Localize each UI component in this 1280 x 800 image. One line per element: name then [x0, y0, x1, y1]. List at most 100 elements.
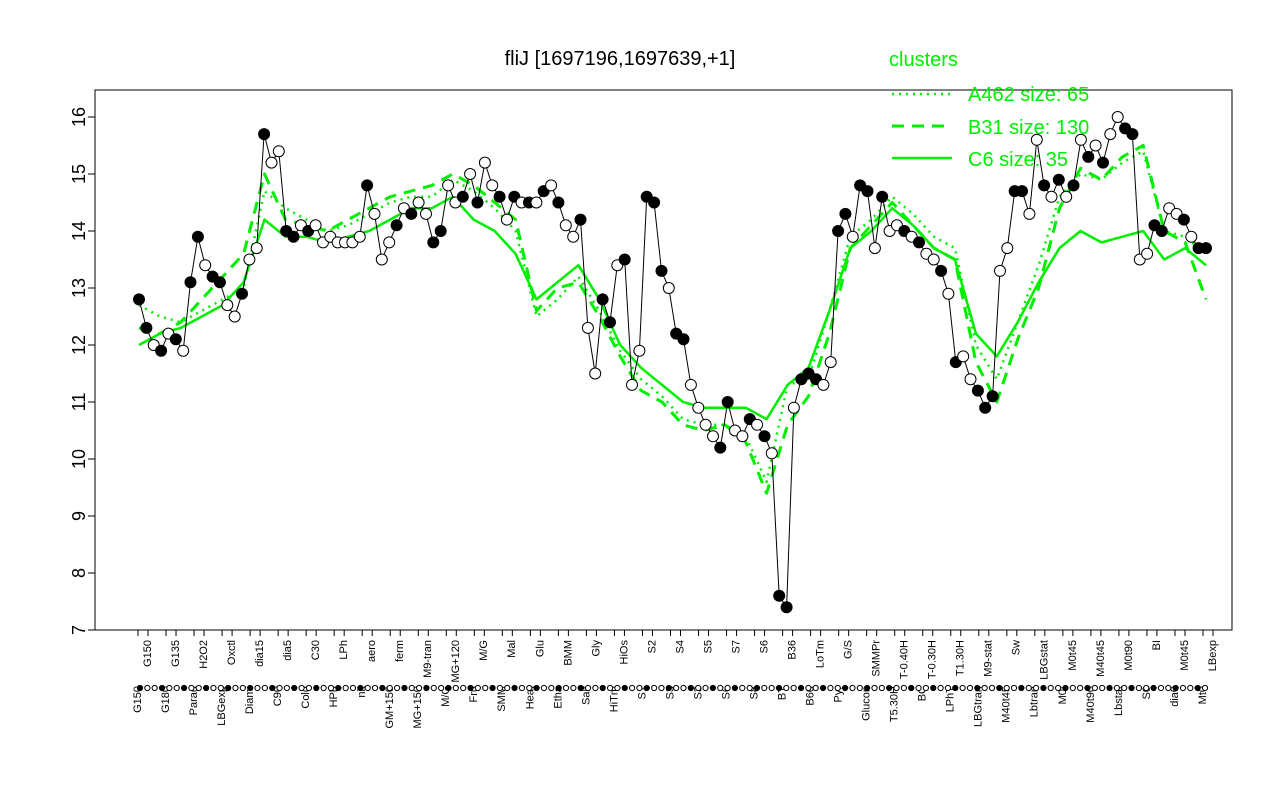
- data-point: [581, 321, 594, 334]
- rug-mark: [195, 684, 202, 692]
- cluster-line-solid: [138, 195, 1207, 421]
- rug-mark: [724, 684, 731, 692]
- x-tick-label-bottom: Cold: [300, 686, 312, 709]
- rug-mark: [518, 684, 526, 692]
- data-point: [589, 367, 602, 380]
- rug-mark: [364, 684, 371, 692]
- data-point: [935, 264, 948, 277]
- data-point: [228, 310, 241, 323]
- series-layer: [133, 111, 1212, 614]
- rug-mark: [673, 684, 680, 692]
- rug-mark: [761, 684, 768, 692]
- rug-mark: [878, 684, 885, 692]
- x-tick-label-bottom: G180: [160, 686, 172, 713]
- data-point: [707, 430, 719, 443]
- rug-mark: [247, 684, 254, 692]
- rug-mark: [636, 684, 643, 692]
- data-point: [971, 384, 984, 397]
- x-tick-label-top: BI: [1151, 640, 1163, 650]
- x-tick-label-top: LPh: [338, 640, 350, 660]
- rug-mark: [709, 684, 716, 692]
- data-point: [787, 401, 800, 414]
- rug-mark: [812, 684, 819, 692]
- data-point: [199, 259, 212, 272]
- x-tick-label-bottom: dia0: [1169, 686, 1181, 707]
- x-tick-label-top: C30: [310, 640, 322, 660]
- data-point: [427, 236, 440, 249]
- data-point: [213, 276, 226, 289]
- rug-mark: [423, 684, 430, 692]
- rug-mark: [548, 684, 555, 692]
- x-tick-label-top: G150: [142, 640, 154, 667]
- rug-mark: [680, 684, 687, 692]
- rug-mark: [599, 684, 606, 692]
- rug-mark: [173, 684, 180, 692]
- rug-mark: [988, 684, 996, 692]
- x-tick-label-top: T-0.40H: [899, 640, 911, 679]
- x-tick-label-top: T1.30H: [955, 640, 967, 676]
- x-tick-label-top: dia5: [282, 640, 294, 661]
- x-tick-label-top: G135: [170, 640, 182, 667]
- x-tick-label-top: Glu: [534, 640, 546, 657]
- rug-mark: [768, 684, 775, 692]
- x-tick-label-top: LBexp: [1207, 640, 1219, 671]
- rug-mark: [467, 684, 474, 692]
- chart-title: fliJ [1697196,1697639,+1]: [505, 48, 736, 70]
- rug-mark: [731, 684, 739, 692]
- data-point: [964, 373, 977, 386]
- x-tick-label-top: Gly: [590, 640, 602, 657]
- data-point: [250, 242, 263, 255]
- data-point: [699, 418, 712, 431]
- data-point: [169, 333, 182, 346]
- legend-title: clusters: [889, 49, 958, 71]
- data-point: [1016, 185, 1028, 198]
- rug-mark: [1069, 684, 1076, 692]
- data-point: [618, 253, 631, 266]
- data-point: [839, 207, 852, 220]
- rug-mark: [291, 684, 298, 692]
- data-point: [596, 293, 609, 306]
- data-point: [1074, 133, 1087, 146]
- y-tick-label: 12: [69, 335, 89, 355]
- rug-mark: [1179, 684, 1187, 692]
- x-tick-label-bottom: MG+150: [412, 686, 424, 729]
- data-point: [559, 219, 572, 232]
- rug-mark: [276, 684, 283, 692]
- x-tick-label-bottom: C90: [272, 686, 284, 706]
- rug-mark: [386, 684, 393, 692]
- rug-mark: [570, 684, 577, 692]
- rug-mark: [408, 684, 415, 692]
- rug-mark: [937, 684, 944, 692]
- rug-mark: [658, 684, 665, 692]
- data-point: [471, 196, 484, 209]
- data-point: [1177, 213, 1190, 226]
- x-tick-label-top: SMMPr: [871, 640, 883, 677]
- rug-mark: [379, 684, 386, 692]
- data-point: [1082, 150, 1095, 163]
- rug-mark: [261, 684, 268, 692]
- data-point: [773, 589, 786, 602]
- rug-mark: [1047, 684, 1054, 692]
- rug-mark: [592, 684, 599, 692]
- x-tick-label-bottom: Etha: [552, 685, 564, 709]
- data-point: [957, 350, 970, 363]
- x-tick-label-top: G/S: [843, 640, 855, 659]
- data-point: [692, 401, 705, 414]
- rug-mark: [1165, 684, 1172, 692]
- rug-mark: [533, 684, 540, 692]
- rug-mark: [254, 684, 261, 692]
- data-point: [464, 168, 477, 180]
- rug-mark: [151, 684, 158, 692]
- data-point: [236, 287, 248, 300]
- y-tick-label: 15: [69, 164, 89, 184]
- x-tick-label-top: dia15: [254, 640, 266, 667]
- data-point: [1067, 179, 1080, 192]
- rug-mark: [1143, 684, 1150, 692]
- rug-mark: [687, 684, 694, 692]
- rug-mark: [320, 684, 327, 692]
- data-point: [714, 441, 727, 454]
- x-tick-label-top: S2: [646, 640, 658, 653]
- rug-mark: [298, 684, 305, 692]
- data-point: [677, 333, 690, 346]
- rug-mark: [371, 684, 379, 692]
